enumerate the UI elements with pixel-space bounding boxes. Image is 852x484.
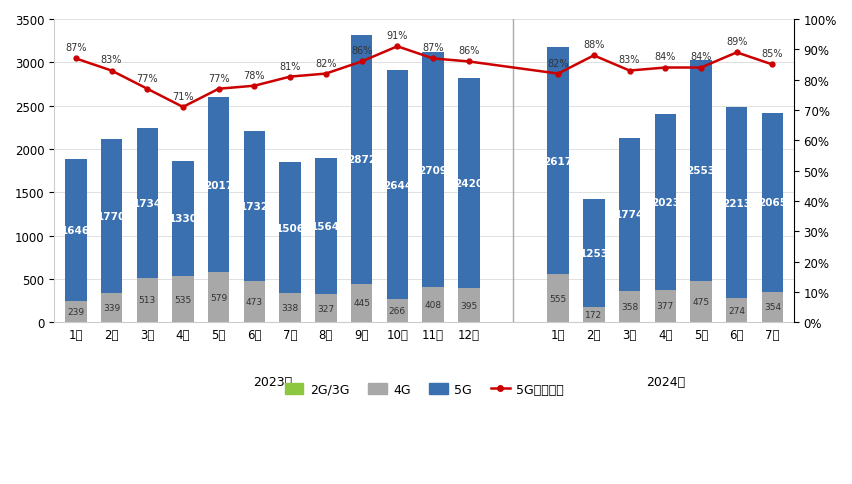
Text: 274: 274 — [728, 306, 746, 315]
Text: 579: 579 — [210, 293, 227, 302]
Text: 1770: 1770 — [97, 212, 126, 222]
Text: 2420: 2420 — [454, 179, 483, 189]
Bar — [351, 284, 372, 322]
Text: 87%: 87% — [423, 43, 444, 53]
Bar — [690, 282, 711, 322]
Text: 84%: 84% — [654, 52, 676, 62]
Text: 78%: 78% — [244, 71, 265, 80]
Text: 239: 239 — [67, 308, 84, 317]
Bar — [315, 294, 337, 322]
Bar — [423, 53, 444, 287]
Text: 1564: 1564 — [311, 222, 341, 232]
Bar — [583, 308, 605, 322]
Text: 87%: 87% — [65, 43, 87, 53]
Text: 266: 266 — [389, 306, 406, 316]
Text: 85%: 85% — [762, 49, 783, 60]
Text: 338: 338 — [281, 303, 299, 312]
Text: 1646: 1646 — [61, 226, 90, 236]
Text: 395: 395 — [460, 301, 477, 310]
Text: 89%: 89% — [726, 37, 747, 47]
Text: 2553: 2553 — [687, 166, 716, 176]
Text: 2024年: 2024年 — [646, 375, 685, 388]
Text: 445: 445 — [353, 299, 370, 308]
Text: 77%: 77% — [208, 74, 229, 84]
Bar — [136, 128, 158, 278]
Bar — [172, 276, 193, 322]
Text: 172: 172 — [585, 311, 602, 319]
Text: 2023年: 2023年 — [253, 375, 292, 388]
Bar — [315, 159, 337, 294]
Bar — [619, 138, 640, 291]
Bar — [208, 98, 229, 272]
Bar — [762, 113, 783, 292]
Bar — [244, 132, 265, 282]
Bar — [726, 107, 747, 299]
Bar — [101, 140, 122, 293]
Bar — [423, 287, 444, 322]
Text: 82%: 82% — [315, 59, 337, 68]
Text: 2644: 2644 — [383, 180, 412, 190]
Text: 1734: 1734 — [133, 198, 162, 208]
Text: 86%: 86% — [458, 46, 480, 56]
Text: 71%: 71% — [172, 91, 193, 102]
Text: 82%: 82% — [547, 59, 569, 68]
Text: 408: 408 — [424, 301, 441, 309]
Bar — [654, 290, 676, 322]
Bar — [690, 61, 711, 282]
Text: 2617: 2617 — [544, 156, 573, 166]
Text: 327: 327 — [317, 304, 335, 313]
Bar — [387, 300, 408, 322]
Text: 377: 377 — [657, 302, 674, 311]
Bar — [583, 199, 605, 308]
Text: 339: 339 — [103, 303, 120, 312]
Text: 1330: 1330 — [169, 214, 198, 224]
Text: 83%: 83% — [619, 55, 640, 65]
Bar — [101, 293, 122, 322]
Bar — [547, 48, 569, 274]
Text: 84%: 84% — [690, 52, 711, 62]
Text: 2709: 2709 — [418, 165, 447, 175]
Text: 555: 555 — [550, 294, 567, 303]
Bar — [208, 272, 229, 322]
Bar — [65, 160, 87, 302]
Text: 535: 535 — [175, 295, 192, 304]
Bar — [619, 291, 640, 322]
Bar — [351, 36, 372, 284]
Bar — [458, 288, 480, 322]
Bar — [279, 163, 301, 293]
Bar — [244, 282, 265, 322]
Text: 473: 473 — [246, 298, 263, 306]
Text: 358: 358 — [621, 302, 638, 312]
Text: 475: 475 — [693, 298, 710, 306]
Bar — [279, 293, 301, 322]
Bar — [136, 278, 158, 322]
Text: 354: 354 — [764, 302, 781, 312]
Text: 2023: 2023 — [651, 197, 680, 208]
Text: 81%: 81% — [279, 61, 301, 72]
Text: 83%: 83% — [101, 55, 122, 65]
Text: 1253: 1253 — [579, 248, 608, 258]
Bar — [762, 292, 783, 322]
Text: 86%: 86% — [351, 46, 372, 56]
Bar — [172, 161, 193, 276]
Text: 2872: 2872 — [347, 155, 377, 165]
Text: 1506: 1506 — [276, 223, 305, 233]
Bar — [458, 79, 480, 288]
Text: 88%: 88% — [583, 40, 605, 50]
Text: 1774: 1774 — [615, 210, 644, 220]
Text: 77%: 77% — [136, 74, 158, 84]
Text: 91%: 91% — [387, 31, 408, 41]
Bar — [654, 115, 676, 290]
Text: 2065: 2065 — [758, 197, 787, 208]
Bar — [726, 299, 747, 322]
Text: 2213: 2213 — [722, 198, 751, 208]
Bar — [65, 302, 87, 322]
Text: 1732: 1732 — [240, 202, 269, 212]
Text: 2017: 2017 — [204, 181, 233, 190]
Text: 513: 513 — [139, 296, 156, 305]
Bar — [547, 274, 569, 322]
Legend: 2G/3G, 4G, 5G, 5G手机占比: 2G/3G, 4G, 5G, 5G手机占比 — [279, 378, 568, 401]
Bar — [387, 71, 408, 300]
